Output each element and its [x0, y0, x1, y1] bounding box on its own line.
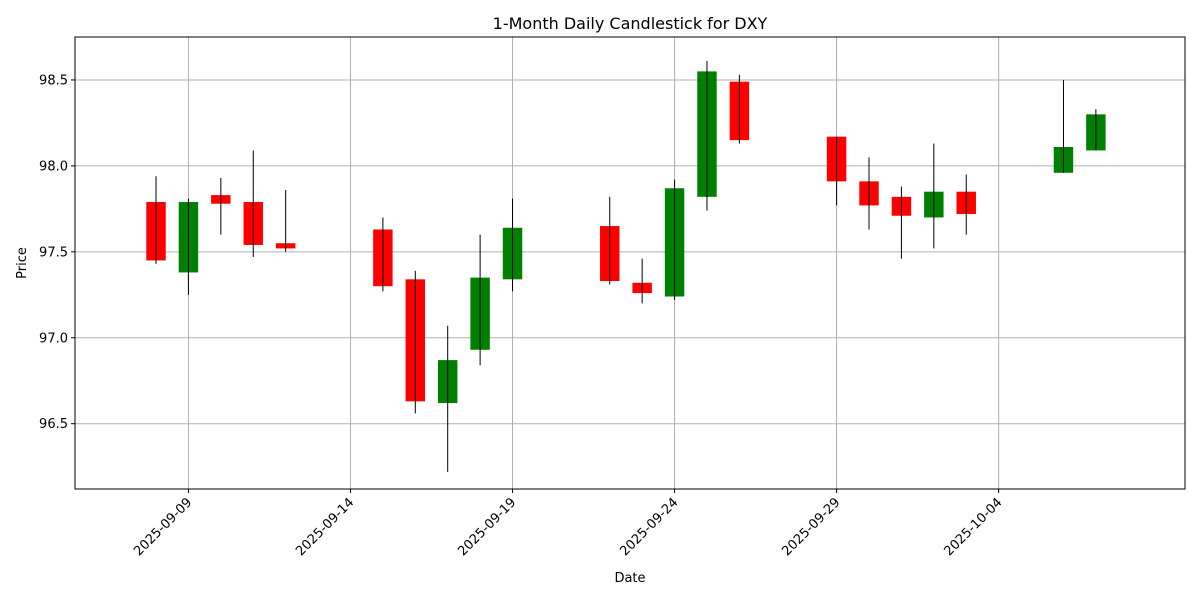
- candle: [275, 189, 296, 252]
- chart-title: 1-Month Daily Candlestick for DXY: [493, 14, 768, 33]
- candle: [1053, 79, 1074, 173]
- candle: [697, 61, 717, 211]
- y-tick-label: 97.0: [39, 331, 68, 346]
- candle: [502, 198, 523, 292]
- candle: [146, 176, 166, 264]
- candle: [664, 179, 685, 300]
- candle: [826, 136, 847, 206]
- y-tick-label: 98.5: [39, 73, 68, 88]
- candle: [211, 177, 231, 235]
- candle: [729, 74, 750, 144]
- candle: [243, 150, 263, 257]
- candle: [470, 234, 490, 366]
- plot-frame: [74, 36, 1186, 490]
- grid: [75, 37, 1185, 489]
- candle: [859, 157, 879, 230]
- candle: [373, 217, 393, 292]
- candle: [600, 196, 620, 285]
- x-axis-label: Date: [614, 571, 645, 586]
- candle: [924, 143, 944, 249]
- y-tick-label: 96.5: [39, 417, 68, 432]
- candle: [405, 270, 426, 414]
- y-axis-ticks: 96.5 97.0 97.5 98.0 98.5: [39, 73, 75, 432]
- candle: [1086, 109, 1106, 151]
- y-tick-label: 97.5: [39, 245, 68, 260]
- y-axis-label: Price: [15, 247, 30, 279]
- candle: [178, 198, 199, 295]
- candle: [632, 258, 652, 304]
- candles: [146, 61, 1106, 472]
- y-tick-label: 98.0: [39, 159, 68, 174]
- candle: [956, 174, 976, 235]
- candle: [437, 325, 458, 472]
- candle: [891, 186, 912, 259]
